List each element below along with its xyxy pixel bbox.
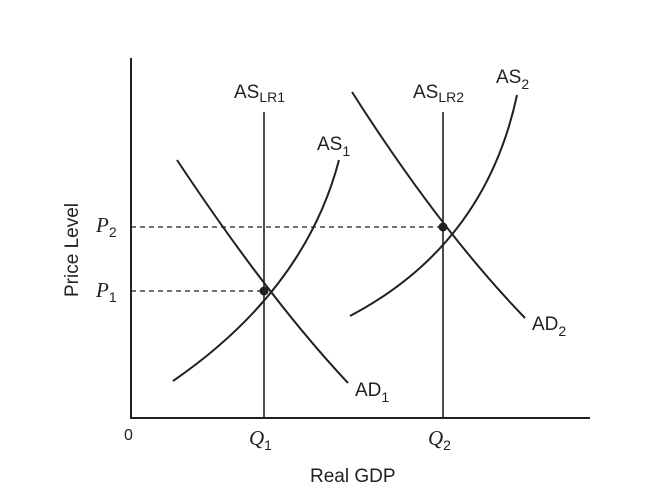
origin-label: 0: [124, 427, 133, 444]
as2-curve: [349, 94, 518, 317]
aslr2-label: ASLR2: [413, 82, 464, 105]
equilibrium-point-1: [259, 286, 269, 296]
as1-label: AS1: [317, 134, 350, 159]
ad1-curve: [176, 159, 349, 384]
ad1-label: AD1: [355, 380, 389, 405]
p2-tick-label: P2: [95, 213, 117, 240]
ad2-label: AD2: [532, 314, 566, 339]
q2-tick-label: Q2: [428, 426, 451, 453]
aslr1-label: ASLR1: [234, 82, 285, 105]
as2-label: AS2: [496, 67, 529, 92]
equilibrium-point-2: [438, 222, 448, 232]
p1-tick-label: P1: [95, 278, 117, 305]
ad2-curve: [351, 91, 526, 319]
q1-tick-label: Q1: [249, 426, 272, 453]
as1-curve: [172, 159, 340, 382]
x-axis-title: Real GDP: [310, 466, 396, 487]
y-axis-title: Price Level: [62, 203, 83, 297]
